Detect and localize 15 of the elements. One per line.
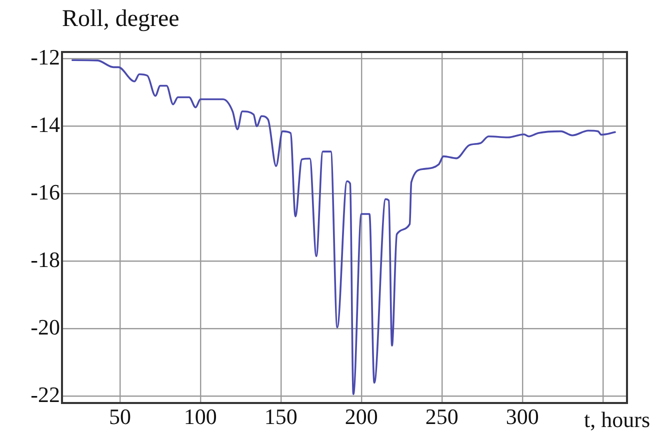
y-tick-label: -14 xyxy=(30,112,60,138)
x-tick-label: 150 xyxy=(264,404,298,429)
y-tick-label: -16 xyxy=(30,180,60,205)
x-tick-label: 100 xyxy=(184,404,217,429)
line-series xyxy=(70,59,617,396)
x-tick-label: 200 xyxy=(344,404,378,429)
x-tick-label: 50 xyxy=(108,404,131,429)
x-tick-label: 300 xyxy=(506,404,539,429)
y-tick-label: -18 xyxy=(30,247,60,272)
y-axis-title: Roll, degree xyxy=(62,6,180,33)
y-tick-label: -22 xyxy=(30,382,60,408)
x-tick-label: 250 xyxy=(425,404,458,429)
x-axis-title: t, hours xyxy=(584,407,650,433)
y-tick-label: -20 xyxy=(30,314,60,340)
y-tick-label: -12 xyxy=(30,44,60,70)
